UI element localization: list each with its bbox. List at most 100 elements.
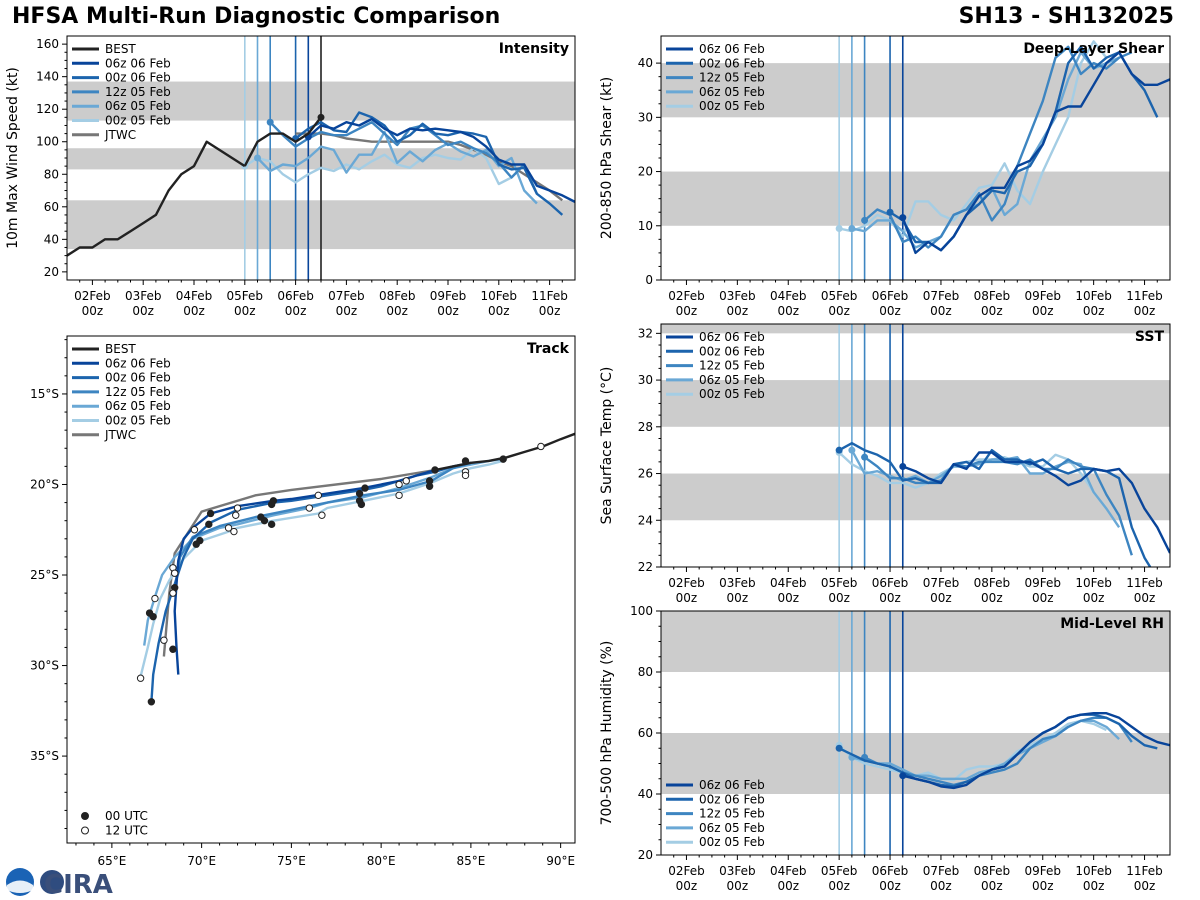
shear-x-tick-label: 08Feb xyxy=(974,289,1011,303)
intensity-x-tick-sublabel: 00z xyxy=(82,304,104,318)
track-marker xyxy=(537,442,545,451)
track-series-jtwc xyxy=(162,468,436,657)
rh-x-tick-sublabel: 00z xyxy=(727,879,749,893)
track-x-tick-label: 75°E xyxy=(277,854,306,868)
rh-x-tick-label: 04Feb xyxy=(770,864,807,878)
track-marker xyxy=(425,482,434,490)
track-marker xyxy=(190,526,199,534)
intensity-x-tick-sublabel: 00z xyxy=(336,304,358,318)
intensity-x-tick-sublabel: 00z xyxy=(285,304,307,318)
globe-icon xyxy=(40,870,64,894)
intensity-x-tick-sublabel: 00z xyxy=(132,304,154,318)
shear-panel: 02Feb00z03Feb00z04Feb00z05Feb00z06Feb00z… xyxy=(599,35,1171,318)
shear-y-tick-label: 30 xyxy=(638,110,653,124)
sst-x-tick-sublabel: 00z xyxy=(930,591,952,605)
shear-panel-title: Deep-Layer Shear xyxy=(1023,41,1164,57)
track-marker xyxy=(461,471,470,480)
rh-legend-label-12z-05-feb: 12z 05 Feb xyxy=(699,807,765,821)
shear-band-1 xyxy=(661,63,1170,118)
intensity-y-tick-label: 140 xyxy=(36,70,59,84)
track-marker xyxy=(171,569,179,577)
sst-y-tick-label: 32 xyxy=(638,326,653,340)
shear-start-point-00z-05-feb xyxy=(835,224,843,232)
rh-x-tick-label: 07Feb xyxy=(923,864,960,878)
track-marker xyxy=(233,504,242,512)
shear-start-point-00z-06-feb xyxy=(886,208,894,216)
rh-series-00z-05-feb xyxy=(838,719,1107,782)
track-marker xyxy=(395,491,403,500)
intensity-y-tick-label: 120 xyxy=(36,102,59,116)
track-y-tick-label: 20°S xyxy=(30,477,59,491)
track-marker xyxy=(395,480,403,489)
rh-band-1 xyxy=(661,611,1170,672)
shear-x-tick-label: 04Feb xyxy=(770,289,807,303)
track-marker xyxy=(461,457,470,465)
sst-x-tick-sublabel: 00z xyxy=(879,591,901,605)
intensity-x-tick-label: 11Feb xyxy=(531,289,568,303)
rh-x-tick-sublabel: 00z xyxy=(1032,879,1054,893)
rh-x-tick-label: 08Feb xyxy=(974,864,1011,878)
intensity-x-tick-sublabel: 00z xyxy=(488,304,510,318)
intensity-y-tick-label: 20 xyxy=(44,265,59,279)
track-x-tick-label: 65°E xyxy=(97,854,126,868)
sst-x-tick-sublabel: 00z xyxy=(777,591,799,605)
sst-x-tick-sublabel: 00z xyxy=(1134,591,1156,605)
track-marker xyxy=(147,698,156,706)
sst-y-tick-label: 30 xyxy=(638,373,653,387)
track-legend-label-00z-05-feb: 00z 05 Feb xyxy=(105,414,171,428)
intensity-y-tick-label: 160 xyxy=(36,37,59,51)
track-legend-label-12z-05-feb: 12z 05 Feb xyxy=(105,385,171,399)
intensity-panel-title: Intensity xyxy=(499,41,569,57)
rh-x-tick-label: 03Feb xyxy=(719,864,756,878)
rh-series-06z-06-feb xyxy=(902,712,1170,790)
track-legend-marker-filled xyxy=(81,812,89,820)
rh-x-tick-label: 10Feb xyxy=(1075,864,1112,878)
cira-logo: CIRA xyxy=(6,868,113,898)
shear-series-00z-05-feb xyxy=(838,40,1108,238)
sst-x-tick-label: 07Feb xyxy=(923,576,960,590)
shear-band-0 xyxy=(661,171,1170,226)
sst-x-tick-label: 09Feb xyxy=(1024,576,1061,590)
intensity-legend-label-00z-05-feb: 00z 05 Feb xyxy=(105,114,171,128)
sst-band-0 xyxy=(661,473,1170,521)
intensity-series-12z-05-feb xyxy=(269,120,539,195)
sst-x-tick-label: 06Feb xyxy=(872,576,909,590)
shear-start-point-06z-06-feb xyxy=(899,214,907,222)
rh-y-tick-label: 20 xyxy=(638,848,653,862)
track-marker xyxy=(431,466,439,474)
intensity-series-06z-06-feb xyxy=(307,117,575,203)
intensity-legend-label-12z-05-feb: 12z 05 Feb xyxy=(105,85,171,99)
intensity-x-tick-label: 09Feb xyxy=(430,289,467,303)
intensity-x-tick-sublabel: 00z xyxy=(234,304,256,318)
track-legend-marker-open xyxy=(81,826,89,835)
track-marker xyxy=(151,594,159,603)
track-marker xyxy=(169,589,177,597)
track-x-tick-label: 85°E xyxy=(456,854,485,868)
shear-x-tick-label: 11Feb xyxy=(1126,289,1163,303)
track-y-tick-label: 30°S xyxy=(30,659,59,673)
rh-y-axis-label: 700-500 hPa Humidity (%) xyxy=(599,641,615,826)
sst-x-tick-label: 08Feb xyxy=(974,576,1011,590)
sst-legend-label-06z-05-feb: 06z 05 Feb xyxy=(699,373,765,387)
sst-band-2 xyxy=(661,324,1170,334)
track-legend-label-jtwc: JTWC xyxy=(104,428,136,442)
rh-y-tick-label: 40 xyxy=(638,787,653,801)
shear-series-06z-06-feb xyxy=(901,51,1170,255)
rh-x-tick-label: 06Feb xyxy=(872,864,909,878)
shear-start-point-06z-05-feb xyxy=(848,224,856,232)
sst-start-point-06z-05-feb xyxy=(848,446,856,454)
rh-x-tick-sublabel: 00z xyxy=(1134,879,1156,893)
sst-start-point-12z-05-feb xyxy=(861,453,869,461)
sst-legend-label-00z-06-feb: 00z 06 Feb xyxy=(699,344,765,358)
shear-legend-label-06z-06-feb: 06z 06 Feb xyxy=(699,42,765,56)
track-marker xyxy=(318,511,326,519)
sst-x-tick-label: 02Feb xyxy=(668,576,705,590)
shear-x-tick-label: 06Feb xyxy=(872,289,909,303)
rh-start-point-00z-06-feb xyxy=(835,744,843,752)
sst-plot-area xyxy=(661,324,1170,567)
track-x-tick-label: 80°E xyxy=(367,854,396,868)
shear-x-tick-label: 09Feb xyxy=(1024,289,1061,303)
track-y-tick-label: 35°S xyxy=(30,749,59,763)
